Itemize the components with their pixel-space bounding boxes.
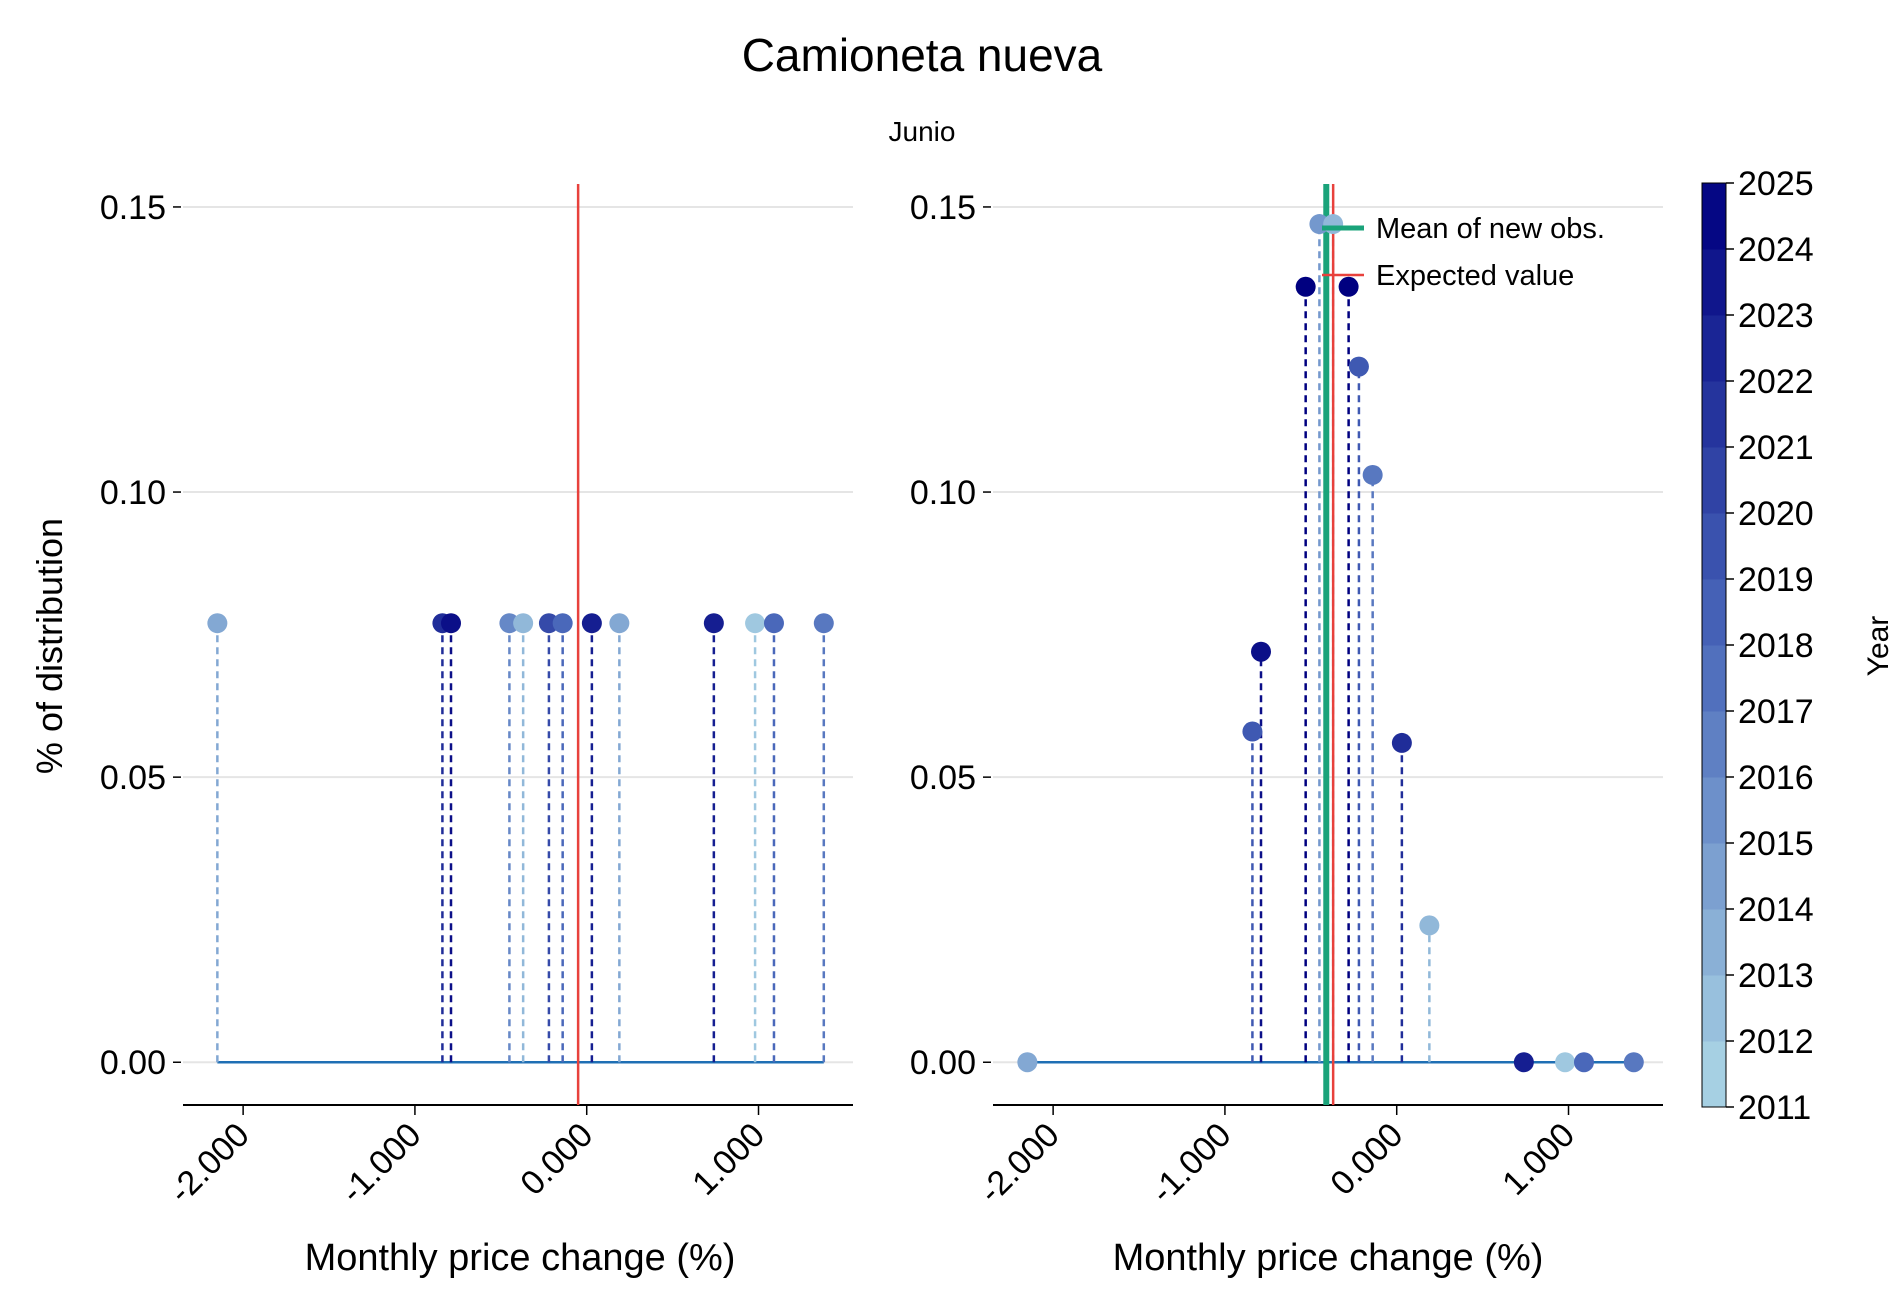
colorbar-tick-label: 2012 (1738, 1023, 1814, 1061)
data-point (1242, 721, 1263, 742)
data-point (1391, 732, 1412, 753)
colorbar-tick-label: 2013 (1738, 957, 1814, 995)
colorbar-tick-label: 2021 (1738, 429, 1814, 467)
x-tick-label: 0.000 (1323, 1116, 1410, 1203)
y-tick-label: 0.15 (100, 189, 166, 227)
colorbar-tick-label: 2024 (1738, 231, 1814, 269)
colorbar-tick-label: 2017 (1738, 693, 1814, 731)
x-tick-label: -1.000 (334, 1116, 429, 1211)
x-axis-label: Monthly price change (%) (1113, 1237, 1544, 1279)
x-tick-label: -2.000 (162, 1116, 257, 1211)
colorbar-tick-label: 2019 (1738, 561, 1814, 599)
data-point (581, 613, 602, 634)
colorbar-segment (1702, 645, 1726, 712)
left-panel: 0.00 0.05 0.10 0.15 -2.000 -1.000 0.000 1.000 (100, 184, 853, 1211)
data-point (207, 613, 228, 634)
colorbar-segment (1702, 843, 1726, 910)
y-tick-label: 0.00 (910, 1044, 976, 1082)
data-point (763, 613, 784, 634)
colorbar-segment (1702, 777, 1726, 844)
data-point (1513, 1052, 1534, 1073)
colorbar-tick-label: 2025 (1738, 165, 1814, 203)
legend: Mean of new obs. Expected value (1322, 213, 1605, 292)
legend-expected-label: Expected value (1376, 260, 1574, 292)
data-point (538, 613, 559, 634)
colorbar-segment (1702, 975, 1726, 1042)
colorbar-tick-label: 2014 (1738, 891, 1814, 929)
colorbar-segment (1702, 1041, 1726, 1108)
colorbar-segment (1702, 315, 1726, 382)
y-tick-label: 0.10 (910, 474, 976, 512)
data-point (499, 613, 520, 634)
right-panel: 0.00 0.05 0.10 0.15 -2.000 -1.000 0.000 1.000 (910, 184, 1663, 1211)
colorbar-label: Year (1862, 616, 1895, 677)
y-tick-label: 0.00 (100, 1044, 166, 1082)
data-point (1573, 1052, 1594, 1073)
data-point (1623, 1052, 1644, 1073)
data-point (513, 613, 534, 634)
colorbar-segment (1702, 249, 1726, 316)
colorbar-tick-label: 2015 (1738, 825, 1814, 863)
data-point (745, 613, 766, 634)
colorbar-segment (1702, 579, 1726, 646)
colorbar-tick-label: 2023 (1738, 297, 1814, 335)
chart-subtitle: Junio (889, 116, 956, 147)
colorbar-segment (1702, 183, 1726, 250)
data-point (1362, 464, 1383, 485)
data-point (1017, 1052, 1038, 1073)
data-point (1323, 214, 1344, 235)
colorbar-segment (1702, 447, 1726, 514)
colorbar-title: Year (1862, 616, 1895, 677)
y-tick-label: 0.05 (100, 759, 166, 797)
colorbar-tick-label: 2011 (1738, 1089, 1811, 1127)
data-point (1419, 915, 1440, 936)
data-point (609, 613, 630, 634)
data-point (441, 613, 461, 634)
data-point (703, 613, 724, 634)
colorbar: 2011 2012 2013 2014 2015 2016 2017 2018 2019 2020… (1701, 165, 1814, 1127)
colorbar-segment (1702, 711, 1726, 778)
x-tick-label: -2.000 (972, 1116, 1067, 1211)
data-point (1555, 1052, 1576, 1073)
data-point (1348, 356, 1369, 377)
colorbar-segment (1702, 381, 1726, 448)
y-tick-label: 0.15 (910, 189, 976, 227)
left-y-axis-title: % of distribution (29, 518, 70, 774)
data-point (1338, 276, 1359, 297)
colorbar-segment (1702, 909, 1726, 976)
x-axis-label: Monthly price change (%) (305, 1237, 736, 1279)
legend-mean-label: Mean of new obs. (1376, 213, 1605, 245)
colorbar-tick-label: 2022 (1738, 363, 1814, 401)
colorbar-tick-label: 2016 (1738, 759, 1814, 797)
chart-title: Camioneta nueva (742, 29, 1103, 81)
colorbar-segment (1702, 513, 1726, 580)
y-tick-label: 0.05 (910, 759, 976, 797)
data-point (552, 613, 573, 634)
x-tick-label: 0.000 (513, 1116, 600, 1203)
y-tick-label: 0.10 (100, 474, 166, 512)
colorbar-tick-label: 2020 (1738, 495, 1814, 533)
x-tick-label: 1.000 (685, 1116, 772, 1203)
colorbar-tick-label: 2018 (1738, 627, 1814, 665)
data-point (813, 613, 834, 634)
data-point (1251, 641, 1271, 662)
x-tick-label: 1.000 (1495, 1116, 1582, 1203)
y-axis-label: % of distribution (29, 518, 70, 774)
x-tick-label: -1.000 (1144, 1116, 1239, 1211)
data-point (1295, 276, 1316, 297)
